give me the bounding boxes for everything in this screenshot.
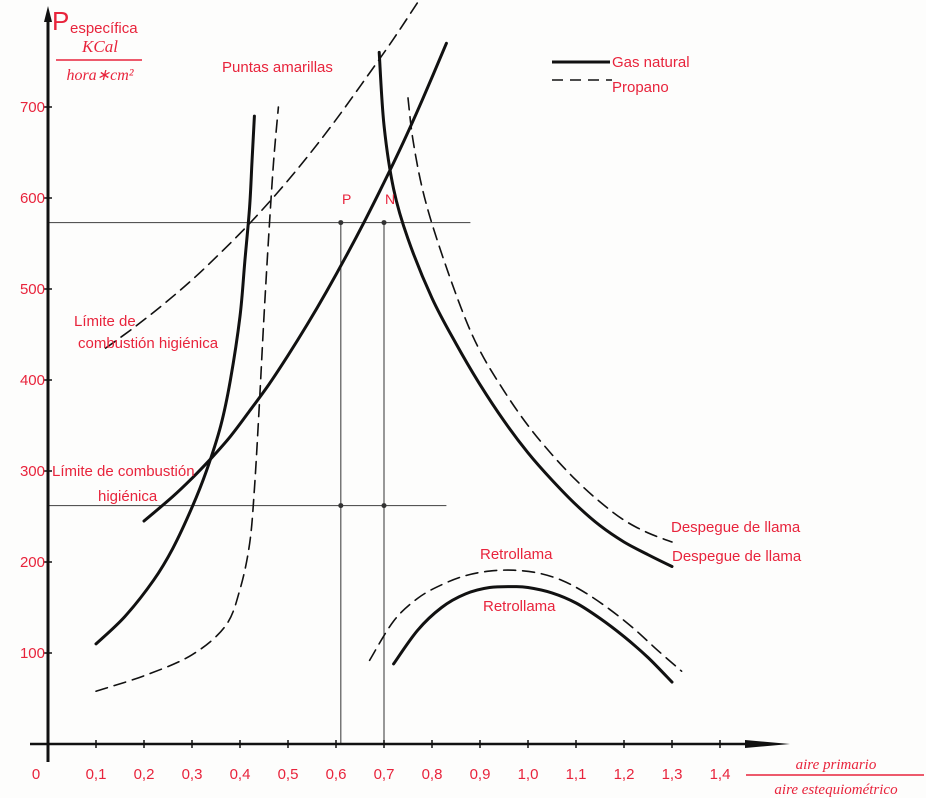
x-tick-label: 0,6 [326,766,347,783]
y-tick-label: 600 [20,190,45,207]
x-axis-arrow [745,740,790,748]
point-label-n: N [385,191,395,207]
y-axis-label-subscript: específica [70,20,138,37]
curve-gas-natural-retrollama [392,585,674,684]
x-tick-label: 1,1 [566,766,587,783]
x-tick-label: 0,3 [182,766,203,783]
intersection-marker [338,503,344,509]
curve-gas-natural-puntas-amarillas [94,114,256,646]
y-tick-label: 700 [20,99,45,116]
curve-propano-puntas-amarillas [95,106,280,692]
annotation-limite-gas-1: Límite de combustión [52,463,195,480]
x-tick-label: 1,4 [710,766,731,783]
reference-lines [48,220,471,744]
point-label-p: P [342,191,351,207]
annotation-limite-propano-2: combustión higiénica [78,335,219,352]
x-tick-label: 0,8 [422,766,443,783]
point-marker-n [381,220,387,226]
legend-label-gas-natural: Gas natural [612,54,690,71]
x-axis-label-denominator: aire estequiométrico [774,782,898,798]
y-axis-label-main: P [52,6,69,36]
x-tick-label: 1,0 [518,766,539,783]
y-axis-label-denominator: hora∗cm² [66,67,134,84]
ticks: 0 0,1 0,2 0,3 0,4 0,5 0,6 0,7 0,8 0,9 1,0 1,1 1,2 1,3… [20,99,730,783]
annotation-despegue-propano: Despegue de llama [671,519,801,536]
y-tick-label: 500 [20,281,45,298]
curve-gas-natural-despegue-de-llama [377,50,674,568]
x-tick-label: 0,2 [134,766,155,783]
y-tick-label: 200 [20,554,45,571]
y-axis-label-numerator: KCal [81,37,118,56]
x-tick-label: 0,9 [470,766,491,783]
annotation-limite-gas-2: higiénica [98,488,158,505]
intersection-marker [381,503,387,509]
y-tick-label: 100 [20,645,45,662]
x-tick-label: 0,5 [278,766,299,783]
point-marker-p [338,220,344,226]
annotation-retrollama-propano: Retrollama [480,546,553,563]
y-axis-arrow [44,6,52,22]
x-tick-label: 0,7 [374,766,395,783]
x-tick-label: 0,4 [230,766,251,783]
x-tick-label: 1,2 [614,766,635,783]
legend: Gas natural Propano [552,54,690,96]
annotation-limite-propano-1: Límite de [74,313,136,330]
x-axis-label-numerator: aire primario [796,757,877,773]
axes [30,6,790,762]
x-tick-label: 1,3 [662,766,683,783]
annotation-puntas-amarillas: Puntas amarillas [222,59,333,76]
curve-propano-despegue-de-llama [407,97,673,543]
curves [94,0,683,692]
annotation-despegue-gas: Despegue de llama [672,548,802,565]
legend-label-propano: Propano [612,79,669,96]
curve-propano-limite-de-combustion-higienica [104,0,421,349]
annotation-retrollama-gas: Retrollama [483,598,556,615]
x-tick-label: 0,1 [86,766,107,783]
curve-propano-retrollama [368,569,683,672]
x-tick-label: 0 [32,766,40,783]
curve-gas-natural-limite-de-combustion-higienica [142,41,448,523]
y-tick-label: 400 [20,372,45,389]
y-tick-label: 300 [20,463,45,480]
